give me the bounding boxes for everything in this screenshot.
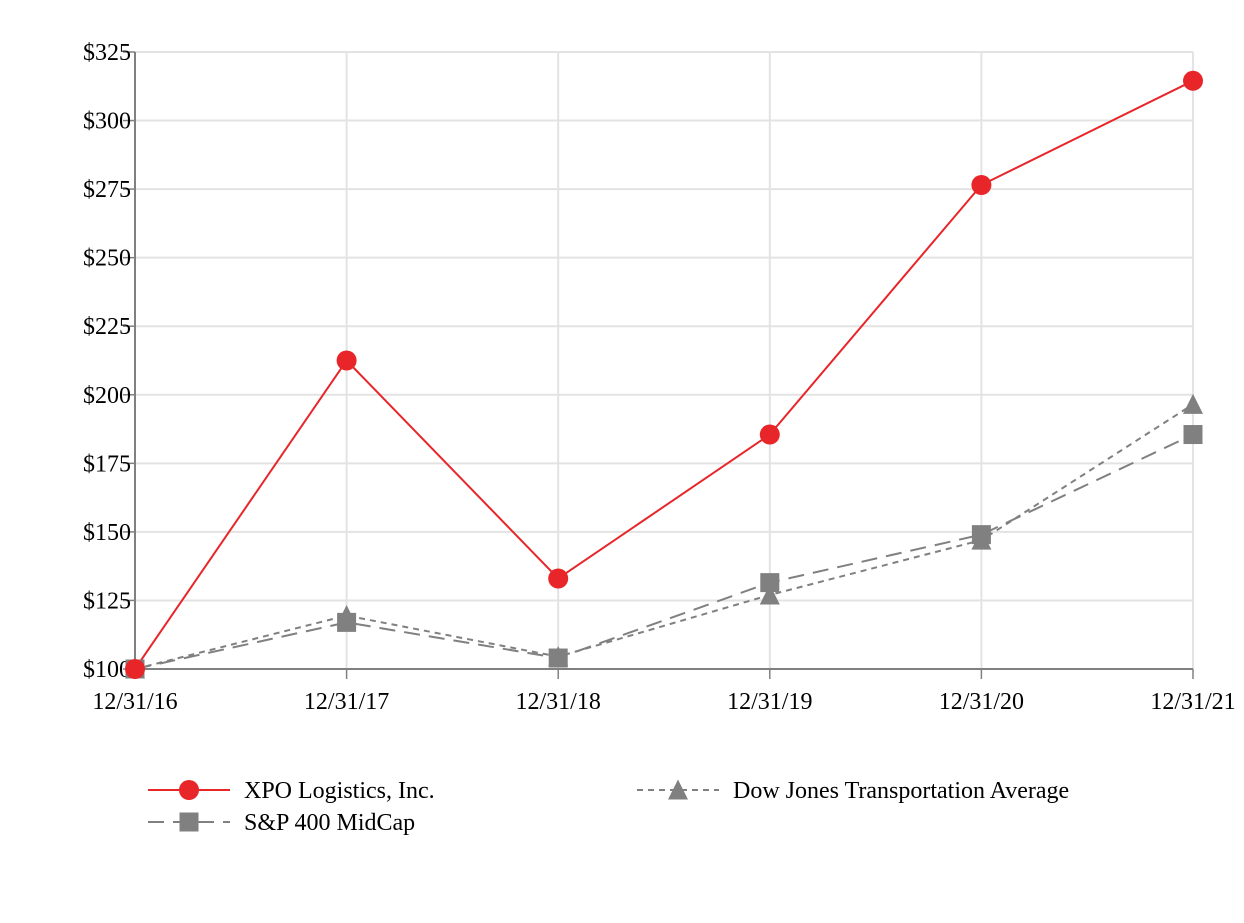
- legend-item: Dow Jones Transportation Average: [637, 778, 1069, 804]
- data-point-square: [1183, 425, 1203, 445]
- y-tick-label: $200: [83, 383, 131, 409]
- data-point-square: [760, 573, 780, 593]
- legend-label: S&P 400 MidCap: [244, 810, 415, 836]
- series-line-circle: [134, 79, 1194, 670]
- data-point-triangle: [759, 584, 780, 605]
- legend-swatch-marker: [179, 812, 199, 832]
- axis-layer: $100 $125 $150 $175 $200 $225 $250 $275 $300 $325…: [83, 40, 1236, 715]
- data-point-circle: [336, 350, 357, 371]
- legend-label: Dow Jones Transportation Average: [733, 778, 1069, 804]
- y-tick-label: $300: [83, 109, 131, 135]
- series-line-square: [134, 433, 1194, 670]
- data-point-square: [971, 525, 991, 545]
- data-point-circle: [1183, 70, 1203, 91]
- y-tick-label: $250: [83, 246, 131, 272]
- legend-label: XPO Logistics, Inc.: [244, 778, 435, 804]
- data-point-square: [548, 648, 568, 668]
- legend: XPO Logistics, Inc. Dow Jones Transportat…: [148, 778, 1069, 836]
- y-tick-label: $175: [83, 451, 131, 477]
- y-tick-label: $275: [83, 177, 131, 203]
- x-tick-label: 12/31/16: [92, 689, 177, 715]
- data-point-circle: [971, 174, 992, 195]
- x-tick-label: 12/31/20: [939, 689, 1024, 715]
- x-tick-label: 12/31/21: [1150, 689, 1235, 715]
- data-point-circle: [548, 568, 569, 589]
- data-point-triangle: [1183, 393, 1203, 414]
- x-tick-label: 12/31/19: [727, 689, 812, 715]
- data-point-circle: [125, 659, 145, 679]
- legend-swatch-marker: [179, 780, 199, 800]
- y-tick-label: $125: [83, 588, 131, 614]
- data-point-square: [337, 612, 357, 632]
- y-tick-label: $225: [83, 314, 131, 340]
- series-layer: [125, 70, 1203, 679]
- legend-item: S&P 400 MidCap: [148, 810, 415, 836]
- y-tick-label: $150: [83, 520, 131, 546]
- legend-swatch-marker: [668, 779, 688, 800]
- y-tick-label: $325: [83, 40, 131, 66]
- series-line-triangle: [134, 403, 1194, 670]
- x-tick-label: 12/31/17: [304, 689, 389, 715]
- y-tick-label: $100: [83, 657, 131, 683]
- x-tick-label: 12/31/18: [516, 689, 601, 715]
- grid-layer: [135, 51, 1194, 669]
- legend-item: XPO Logistics, Inc.: [148, 778, 435, 804]
- data-point-circle: [759, 424, 780, 445]
